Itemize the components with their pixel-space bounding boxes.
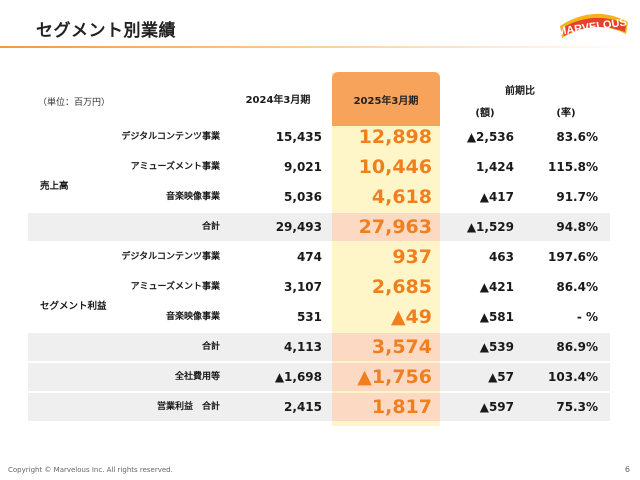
total-band-current <box>332 213 440 241</box>
table-row: アミューズメント事業 9,021 10,446 1,424 115.8% <box>0 153 640 181</box>
total-band <box>28 363 610 391</box>
change-amount: ▲581 <box>479 310 514 324</box>
current-value: 937 <box>392 246 432 268</box>
total-band <box>28 393 610 421</box>
row-label: 音楽映像事業 <box>165 192 220 202</box>
marvelous-logo: MARVELOUS! <box>557 13 631 38</box>
row-label: 合計 <box>201 222 220 232</box>
total-band-current <box>332 393 440 421</box>
current-value: 10,446 <box>358 156 432 178</box>
change-amount: 1,424 <box>476 160 514 174</box>
row-label: 営業利益 合計 <box>156 402 220 412</box>
rate-header: (率) <box>556 108 576 119</box>
change-amount: ▲2,536 <box>466 130 514 144</box>
page-number: 6 <box>624 465 630 474</box>
table-row-total: 全社費用等 ▲1,698 ▲1,756 ▲57 103.4% <box>0 363 640 391</box>
change-rate: 115.8% <box>548 160 598 174</box>
total-band <box>28 213 610 241</box>
change-amount: 463 <box>488 250 514 264</box>
change-rate: 103.4% <box>548 370 598 384</box>
current-value: 1,817 <box>371 396 432 418</box>
comparison-header: 前期比 <box>505 86 535 97</box>
unit-label: （単位：百万円） <box>38 98 111 108</box>
prev-value: 5,036 <box>284 190 322 204</box>
table-row-total: 合計 29,493 27,963 ▲1,529 94.8% <box>0 213 640 241</box>
change-rate: 86.9% <box>556 340 598 354</box>
change-amount: ▲57 <box>488 370 514 384</box>
change-amount: ▲597 <box>479 400 514 414</box>
change-amount: ▲421 <box>479 280 514 294</box>
change-amount: ▲417 <box>479 190 514 204</box>
current-value: 2,685 <box>371 276 432 298</box>
change-amount: ▲539 <box>479 340 514 354</box>
row-label: デジタルコンテンツ事業 <box>121 132 220 142</box>
group-label-sales: 売上高 <box>40 181 69 192</box>
page-title: セグメント別業績 <box>36 21 176 41</box>
change-rate: 94.8% <box>556 220 598 234</box>
current-value: ▲49 <box>390 306 432 328</box>
prev-value: 29,493 <box>275 220 322 234</box>
prev-value: 531 <box>296 310 322 324</box>
change-rate: 83.6% <box>556 130 598 144</box>
current-value: 27,963 <box>358 216 432 238</box>
current-value: 3,574 <box>371 336 432 358</box>
row-label: 音楽映像事業 <box>165 312 220 322</box>
row-label: 合計 <box>201 342 220 352</box>
prev-value: 2,415 <box>284 400 322 414</box>
table-row: デジタルコンテンツ事業 15,435 12,898 ▲2,536 83.6% <box>0 123 640 151</box>
previous-year-header: 2024年3月期 <box>245 95 311 106</box>
row-label: アミューズメント事業 <box>130 162 220 172</box>
change-rate: 91.7% <box>556 190 598 204</box>
change-rate: 75.3% <box>556 400 598 414</box>
copyright-footer: Copyright © Marvelous Inc. All rights re… <box>8 466 173 474</box>
total-band <box>28 333 610 361</box>
total-band-current <box>332 333 440 361</box>
prev-value: 9,021 <box>284 160 322 174</box>
prev-value: 3,107 <box>284 280 322 294</box>
change-rate: 197.6% <box>548 250 598 264</box>
table-row-total: 営業利益 合計 2,415 1,817 ▲597 75.3% <box>0 393 640 421</box>
current-value: 4,618 <box>371 186 432 208</box>
amount-header: (額) <box>475 108 495 119</box>
row-label: アミューズメント事業 <box>130 282 220 292</box>
change-amount: ▲1,529 <box>466 220 514 234</box>
row-label: 全社費用等 <box>174 372 220 382</box>
prev-value: 474 <box>296 250 322 264</box>
prev-value: 15,435 <box>275 130 322 144</box>
table-row: 音楽映像事業 5,036 4,618 ▲417 91.7% <box>0 183 640 211</box>
current-year-header: 2025年3月期 <box>332 72 440 126</box>
group-label-segment-profit: セグメント利益 <box>40 301 107 312</box>
table-row-total: 合計 4,113 3,574 ▲539 86.9% <box>0 333 640 361</box>
change-rate: 86.4% <box>556 280 598 294</box>
total-band-current <box>332 363 440 391</box>
prev-value: 4,113 <box>284 340 322 354</box>
table-row: 音楽映像事業 531 ▲49 ▲581 - % <box>0 303 640 331</box>
table-row: アミューズメント事業 3,107 2,685 ▲421 86.4% <box>0 273 640 301</box>
table-row: デジタルコンテンツ事業 474 937 463 197.6% <box>0 243 640 271</box>
current-value: 12,898 <box>358 126 432 148</box>
current-value: ▲1,756 <box>357 366 432 388</box>
prev-value: ▲1,698 <box>274 370 322 384</box>
change-rate: - % <box>576 310 598 324</box>
title-underline <box>0 46 640 48</box>
row-label: デジタルコンテンツ事業 <box>121 252 220 262</box>
